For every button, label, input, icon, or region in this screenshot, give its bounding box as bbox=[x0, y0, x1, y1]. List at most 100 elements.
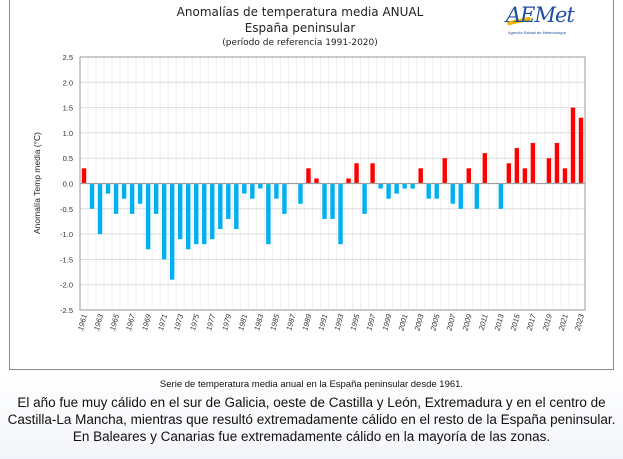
bar-1993 bbox=[338, 183, 343, 245]
y-tick-label: 2.5 bbox=[63, 53, 73, 62]
y-tick-labels: 2.5 2.0 1.5 1.0 0.5 0.0 -0.5 -1.0 -1.5 -2.0 -2.5 bbox=[60, 53, 73, 315]
bar-2002 bbox=[410, 183, 415, 189]
chart-subtitle: España peninsular bbox=[244, 21, 356, 35]
bar-1994 bbox=[346, 178, 351, 184]
bar-1981 bbox=[242, 183, 247, 194]
x-tick-label: 2023 bbox=[573, 312, 586, 332]
chart-reference-period: (período de referencia 1991-2020) bbox=[222, 38, 378, 48]
x-tick-label: 1983 bbox=[252, 312, 265, 331]
bar-1990 bbox=[314, 178, 319, 184]
x-tick-label: 1975 bbox=[188, 312, 201, 331]
bar-1976 bbox=[202, 183, 207, 245]
x-tick-label: 2013 bbox=[492, 312, 505, 332]
bar-1967 bbox=[129, 183, 135, 214]
bar-2021 bbox=[562, 168, 568, 184]
caption-long: El año fue muy cálido en el sur de Galic… bbox=[7, 395, 616, 444]
x-tick-label: 1991 bbox=[316, 313, 329, 331]
bar-1966 bbox=[121, 183, 127, 199]
bar-2013 bbox=[498, 183, 504, 209]
y-tick-label: -0.5 bbox=[60, 205, 73, 214]
bar-1999 bbox=[386, 183, 391, 199]
bar-2004 bbox=[426, 183, 431, 199]
x-tick-label: 1989 bbox=[300, 312, 313, 331]
bar-1989 bbox=[306, 168, 311, 184]
x-tick-label: 1993 bbox=[332, 312, 345, 331]
bars bbox=[80, 107, 585, 280]
bar-1974 bbox=[186, 183, 191, 250]
bar-1984 bbox=[266, 183, 271, 245]
logo-subtitle: Agencia Estatal de Meteorología bbox=[508, 30, 566, 35]
bar-1980 bbox=[234, 183, 239, 230]
bar-2019 bbox=[546, 158, 552, 184]
bar-1962 bbox=[89, 183, 95, 209]
bar-1979 bbox=[226, 183, 231, 219]
x-tick-label: 1967 bbox=[124, 312, 137, 331]
bar-1986 bbox=[282, 183, 287, 214]
x-tick-label: 2011 bbox=[477, 313, 490, 332]
y-tick-label: -1.5 bbox=[60, 255, 73, 264]
bar-1970 bbox=[153, 183, 159, 214]
bar-2009 bbox=[466, 168, 471, 184]
y-tick-label: -2.5 bbox=[60, 306, 73, 315]
x-tick-label: 1973 bbox=[172, 312, 185, 331]
bar-2015 bbox=[514, 148, 520, 184]
bar-1975 bbox=[194, 183, 199, 245]
bar-1996 bbox=[362, 183, 367, 214]
bar-2023 bbox=[578, 117, 584, 184]
bar-1983 bbox=[258, 183, 263, 189]
bar-2006 bbox=[442, 158, 447, 184]
bar-2007 bbox=[450, 183, 455, 204]
bar-2003 bbox=[418, 168, 423, 184]
logo-wordmark: AEMet bbox=[506, 3, 575, 27]
bar-2014 bbox=[506, 163, 512, 184]
bar-2020 bbox=[554, 143, 560, 184]
bar-1991 bbox=[322, 183, 327, 219]
y-tick-label: 2.0 bbox=[63, 78, 73, 87]
y-tick-label: 1.5 bbox=[63, 104, 73, 113]
x-tick-label: 1963 bbox=[92, 312, 105, 331]
x-tick-label: 2019 bbox=[541, 312, 554, 332]
aemet-logo: AEMet Agencia Estatal de Meteorología bbox=[506, 3, 586, 39]
bar-1992 bbox=[330, 183, 335, 219]
y-tick-label: -2.0 bbox=[60, 281, 73, 290]
bar-1982 bbox=[250, 183, 255, 199]
bar-1965 bbox=[113, 183, 119, 214]
bar-1964 bbox=[105, 183, 111, 194]
bar-1988 bbox=[298, 183, 303, 204]
x-tick-label: 1981 bbox=[236, 313, 249, 331]
x-tick-label: 1969 bbox=[140, 312, 153, 331]
x-tick-label: 1979 bbox=[220, 312, 233, 331]
bar-chart: 2.5 2.0 1.5 1.0 0.5 0.0 -0.5 -1.0 -1.5 -2.0 -2.5 1… bbox=[32, 53, 586, 333]
x-tick-label: 2005 bbox=[428, 312, 441, 332]
bar-1961 bbox=[81, 168, 87, 184]
bar-1973 bbox=[177, 183, 183, 240]
y-tick-label: 0.0 bbox=[63, 180, 73, 189]
bar-1998 bbox=[378, 183, 383, 189]
bar-1997 bbox=[370, 163, 375, 184]
bar-2008 bbox=[458, 183, 463, 209]
x-tick-label: 1987 bbox=[284, 312, 297, 331]
bar-2011 bbox=[482, 153, 488, 184]
bar-1977 bbox=[210, 183, 215, 240]
x-tick-label: 2009 bbox=[460, 312, 473, 332]
x-tick-label: 2015 bbox=[509, 312, 522, 332]
x-tick-label: 1999 bbox=[381, 312, 394, 331]
x-tick-label: 1971 bbox=[156, 313, 169, 331]
bar-1985 bbox=[274, 183, 279, 199]
bar-2017 bbox=[530, 143, 536, 184]
bar-2022 bbox=[570, 107, 576, 184]
chart-title: Anomalías de temperatura media ANUAL bbox=[176, 5, 424, 19]
x-tick-label: 1961 bbox=[76, 313, 89, 331]
x-tick-label: 1985 bbox=[268, 312, 281, 331]
x-tick-labels: 1961 1963 1965 1967 1969 1971 1973 1975 1977 1979… bbox=[76, 312, 586, 332]
caption-short: Serie de temperatura media anual en la E… bbox=[159, 379, 464, 390]
bar-2016 bbox=[522, 168, 528, 184]
y-axis-label: Anomalía Temp media (°C) bbox=[32, 132, 42, 234]
x-tick-label: 2017 bbox=[525, 312, 538, 332]
bar-1968 bbox=[137, 183, 143, 204]
bar-1978 bbox=[218, 183, 223, 230]
caption-background bbox=[0, 372, 623, 459]
y-tick-label: -1.0 bbox=[60, 230, 73, 239]
y-tick-label: 0.5 bbox=[63, 154, 73, 163]
x-tick-label: 2003 bbox=[412, 312, 425, 332]
